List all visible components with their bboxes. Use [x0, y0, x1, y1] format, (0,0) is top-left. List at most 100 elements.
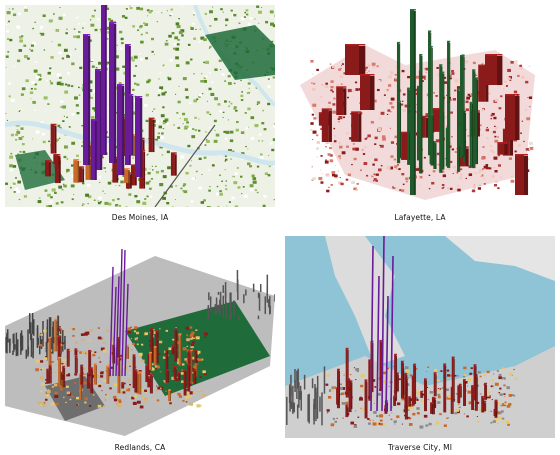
land-parcel — [209, 72, 211, 74]
value-bar-side — [170, 391, 171, 402]
parcel — [65, 372, 68, 375]
green-spike-top — [439, 64, 443, 66]
parcel — [464, 381, 468, 384]
land-parcel — [193, 14, 195, 16]
parcel — [360, 161, 362, 163]
land-parcel — [157, 132, 160, 135]
land-parcel — [56, 138, 60, 142]
value-bar-mid-top — [73, 158, 80, 161]
terrain-spike-2 — [264, 296, 267, 315]
value-bar — [193, 369, 196, 384]
parcel — [502, 377, 506, 380]
parcel — [390, 418, 393, 421]
land-parcel — [211, 81, 214, 84]
value-bar-top — [130, 164, 137, 166]
parcel — [185, 326, 190, 330]
parcel — [455, 393, 458, 395]
land-parcel — [15, 157, 17, 158]
value-bar — [54, 158, 59, 184]
land-parcel — [12, 165, 17, 168]
parcel — [449, 409, 452, 412]
parcel — [488, 163, 493, 168]
parcel — [493, 418, 498, 422]
parcel — [92, 353, 96, 357]
parcel — [391, 412, 393, 414]
parcel — [97, 383, 102, 386]
parcel — [401, 189, 405, 192]
land-parcel — [210, 92, 215, 96]
parcel — [101, 390, 103, 392]
terrain-spike-2 — [243, 294, 245, 304]
parcel — [449, 187, 453, 190]
terrain-spike — [57, 316, 60, 334]
parcel — [102, 349, 107, 353]
land-parcel — [174, 93, 177, 95]
value-bar — [165, 370, 168, 383]
land-parcel — [157, 94, 161, 97]
value-bar-side — [173, 346, 175, 355]
land-parcel — [30, 49, 34, 52]
land-parcel — [154, 165, 157, 168]
land-parcel — [35, 83, 38, 85]
value-bar-top — [345, 404, 349, 406]
value-bar-side — [95, 365, 97, 385]
value-bar-top — [78, 166, 85, 168]
parcel — [326, 73, 330, 76]
parcel — [398, 179, 401, 181]
land-parcel — [133, 82, 137, 85]
land-parcel — [226, 205, 228, 207]
parcel — [123, 382, 126, 385]
parcel — [176, 384, 178, 386]
parcel — [460, 394, 463, 396]
land-parcel — [271, 40, 274, 43]
parcel — [160, 386, 164, 390]
parcel — [155, 365, 159, 368]
value-bar-top — [168, 389, 171, 391]
land-parcel — [60, 201, 64, 204]
land-parcel — [107, 31, 111, 34]
value-bar — [483, 401, 486, 411]
value-bar-top — [46, 368, 50, 371]
tall-bar-7-side — [95, 121, 97, 180]
parcel — [513, 394, 516, 397]
tall-purple-spike — [118, 248, 123, 377]
land-parcel — [233, 82, 236, 85]
parcel — [356, 370, 359, 373]
parcel — [396, 402, 401, 406]
terrain-spike — [290, 374, 292, 407]
value-bar-side — [155, 348, 157, 366]
land-parcel — [209, 10, 213, 14]
land-parcel — [198, 157, 202, 161]
parcel — [340, 83, 343, 85]
parcel — [380, 111, 385, 115]
land-parcel — [59, 76, 62, 79]
land-parcel — [37, 73, 42, 77]
parcel — [43, 329, 47, 333]
green-spike — [457, 89, 460, 172]
parcel — [140, 343, 144, 346]
terrain-spike — [30, 322, 32, 341]
land-parcel — [23, 55, 28, 59]
parcel — [493, 116, 497, 120]
land-parcel — [23, 195, 27, 198]
land-parcel — [68, 126, 71, 128]
parcel — [502, 378, 505, 380]
parcel — [168, 347, 172, 351]
value-block-top — [351, 111, 362, 113]
value-bar-mid-side — [128, 170, 130, 184]
parcel — [372, 174, 375, 177]
land-parcel — [273, 125, 275, 128]
parcel — [369, 177, 372, 179]
land-parcel — [77, 99, 80, 102]
value-bar-top — [457, 385, 461, 387]
parcel — [483, 165, 487, 169]
parcel — [128, 372, 131, 375]
parcel — [486, 370, 490, 374]
green-spike — [461, 55, 464, 157]
land-parcel — [247, 23, 251, 26]
parcel — [350, 421, 355, 425]
parcel — [156, 399, 160, 402]
parcel — [386, 89, 389, 91]
value-bar-side — [114, 346, 116, 364]
parcel — [312, 73, 314, 75]
